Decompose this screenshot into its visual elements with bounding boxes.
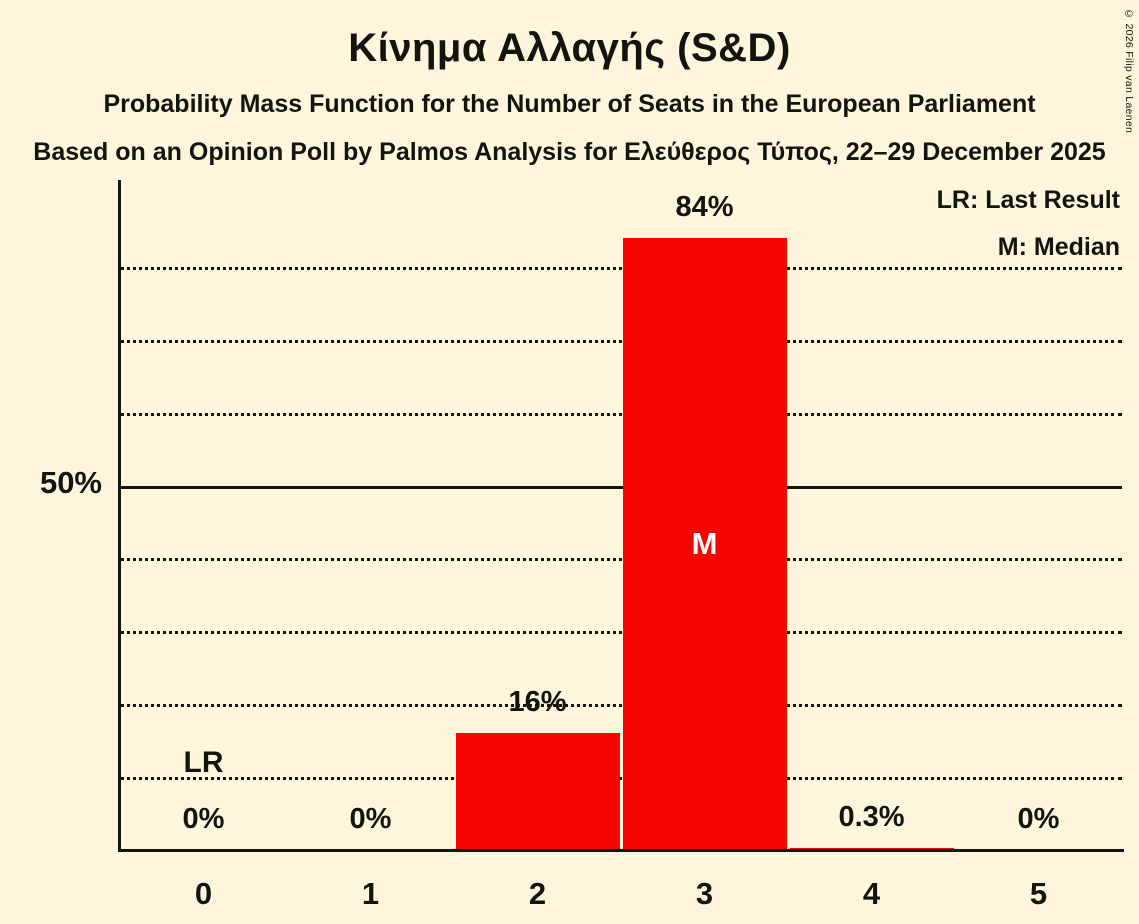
bar-value-label: 0% — [1017, 803, 1060, 835]
gridline-solid-50pct — [120, 485, 1122, 489]
bar-value-label: 0% — [182, 803, 225, 835]
gridline-dotted-60pct — [120, 412, 1122, 416]
x-tick-label-5: 5 — [1029, 876, 1048, 911]
median-marker-label: M — [691, 525, 718, 561]
x-tick-label-0: 0 — [194, 876, 213, 911]
bar-value-label: 0.3% — [838, 800, 905, 833]
gridline-dotted-30pct — [120, 631, 1122, 635]
gridline-dotted-20pct — [120, 704, 1122, 708]
bar-seats-3 — [622, 237, 787, 850]
x-axis-line — [118, 849, 1124, 852]
gridline-dotted-70pct — [120, 339, 1122, 343]
bar-value-label: 16% — [508, 686, 567, 719]
x-tick-label-3: 3 — [695, 876, 714, 911]
chart-subtitle: Probability Mass Function for the Number… — [103, 90, 1036, 118]
gridline-dotted-10pct — [120, 777, 1122, 781]
legend-median: M: Median — [997, 233, 1120, 261]
x-tick-label-2: 2 — [528, 876, 547, 911]
copyright-notice: © 2026 Filip van Laenen — [1123, 8, 1135, 134]
x-tick-label-1: 1 — [361, 876, 380, 911]
gridline-dotted-40pct — [120, 558, 1122, 562]
last-result-marker-label: LR — [183, 746, 224, 779]
legend-last-result: LR: Last Result — [936, 186, 1120, 214]
bar-seats-2 — [455, 733, 620, 850]
gridline-dotted-80pct — [120, 266, 1122, 270]
chart-source-subtitle: Based on an Opinion Poll by Palmos Analy… — [33, 138, 1106, 166]
bar-value-label: 84% — [675, 190, 734, 223]
y-axis-50-percent-label: 50% — [39, 465, 102, 500]
bar-value-label: 0% — [349, 803, 392, 835]
chart-title: Κίνημα Αλλαγής (S&D) — [348, 26, 791, 70]
bar-seats-4 — [789, 847, 954, 850]
x-tick-label-4: 4 — [862, 876, 881, 911]
y-axis-line — [118, 180, 121, 852]
